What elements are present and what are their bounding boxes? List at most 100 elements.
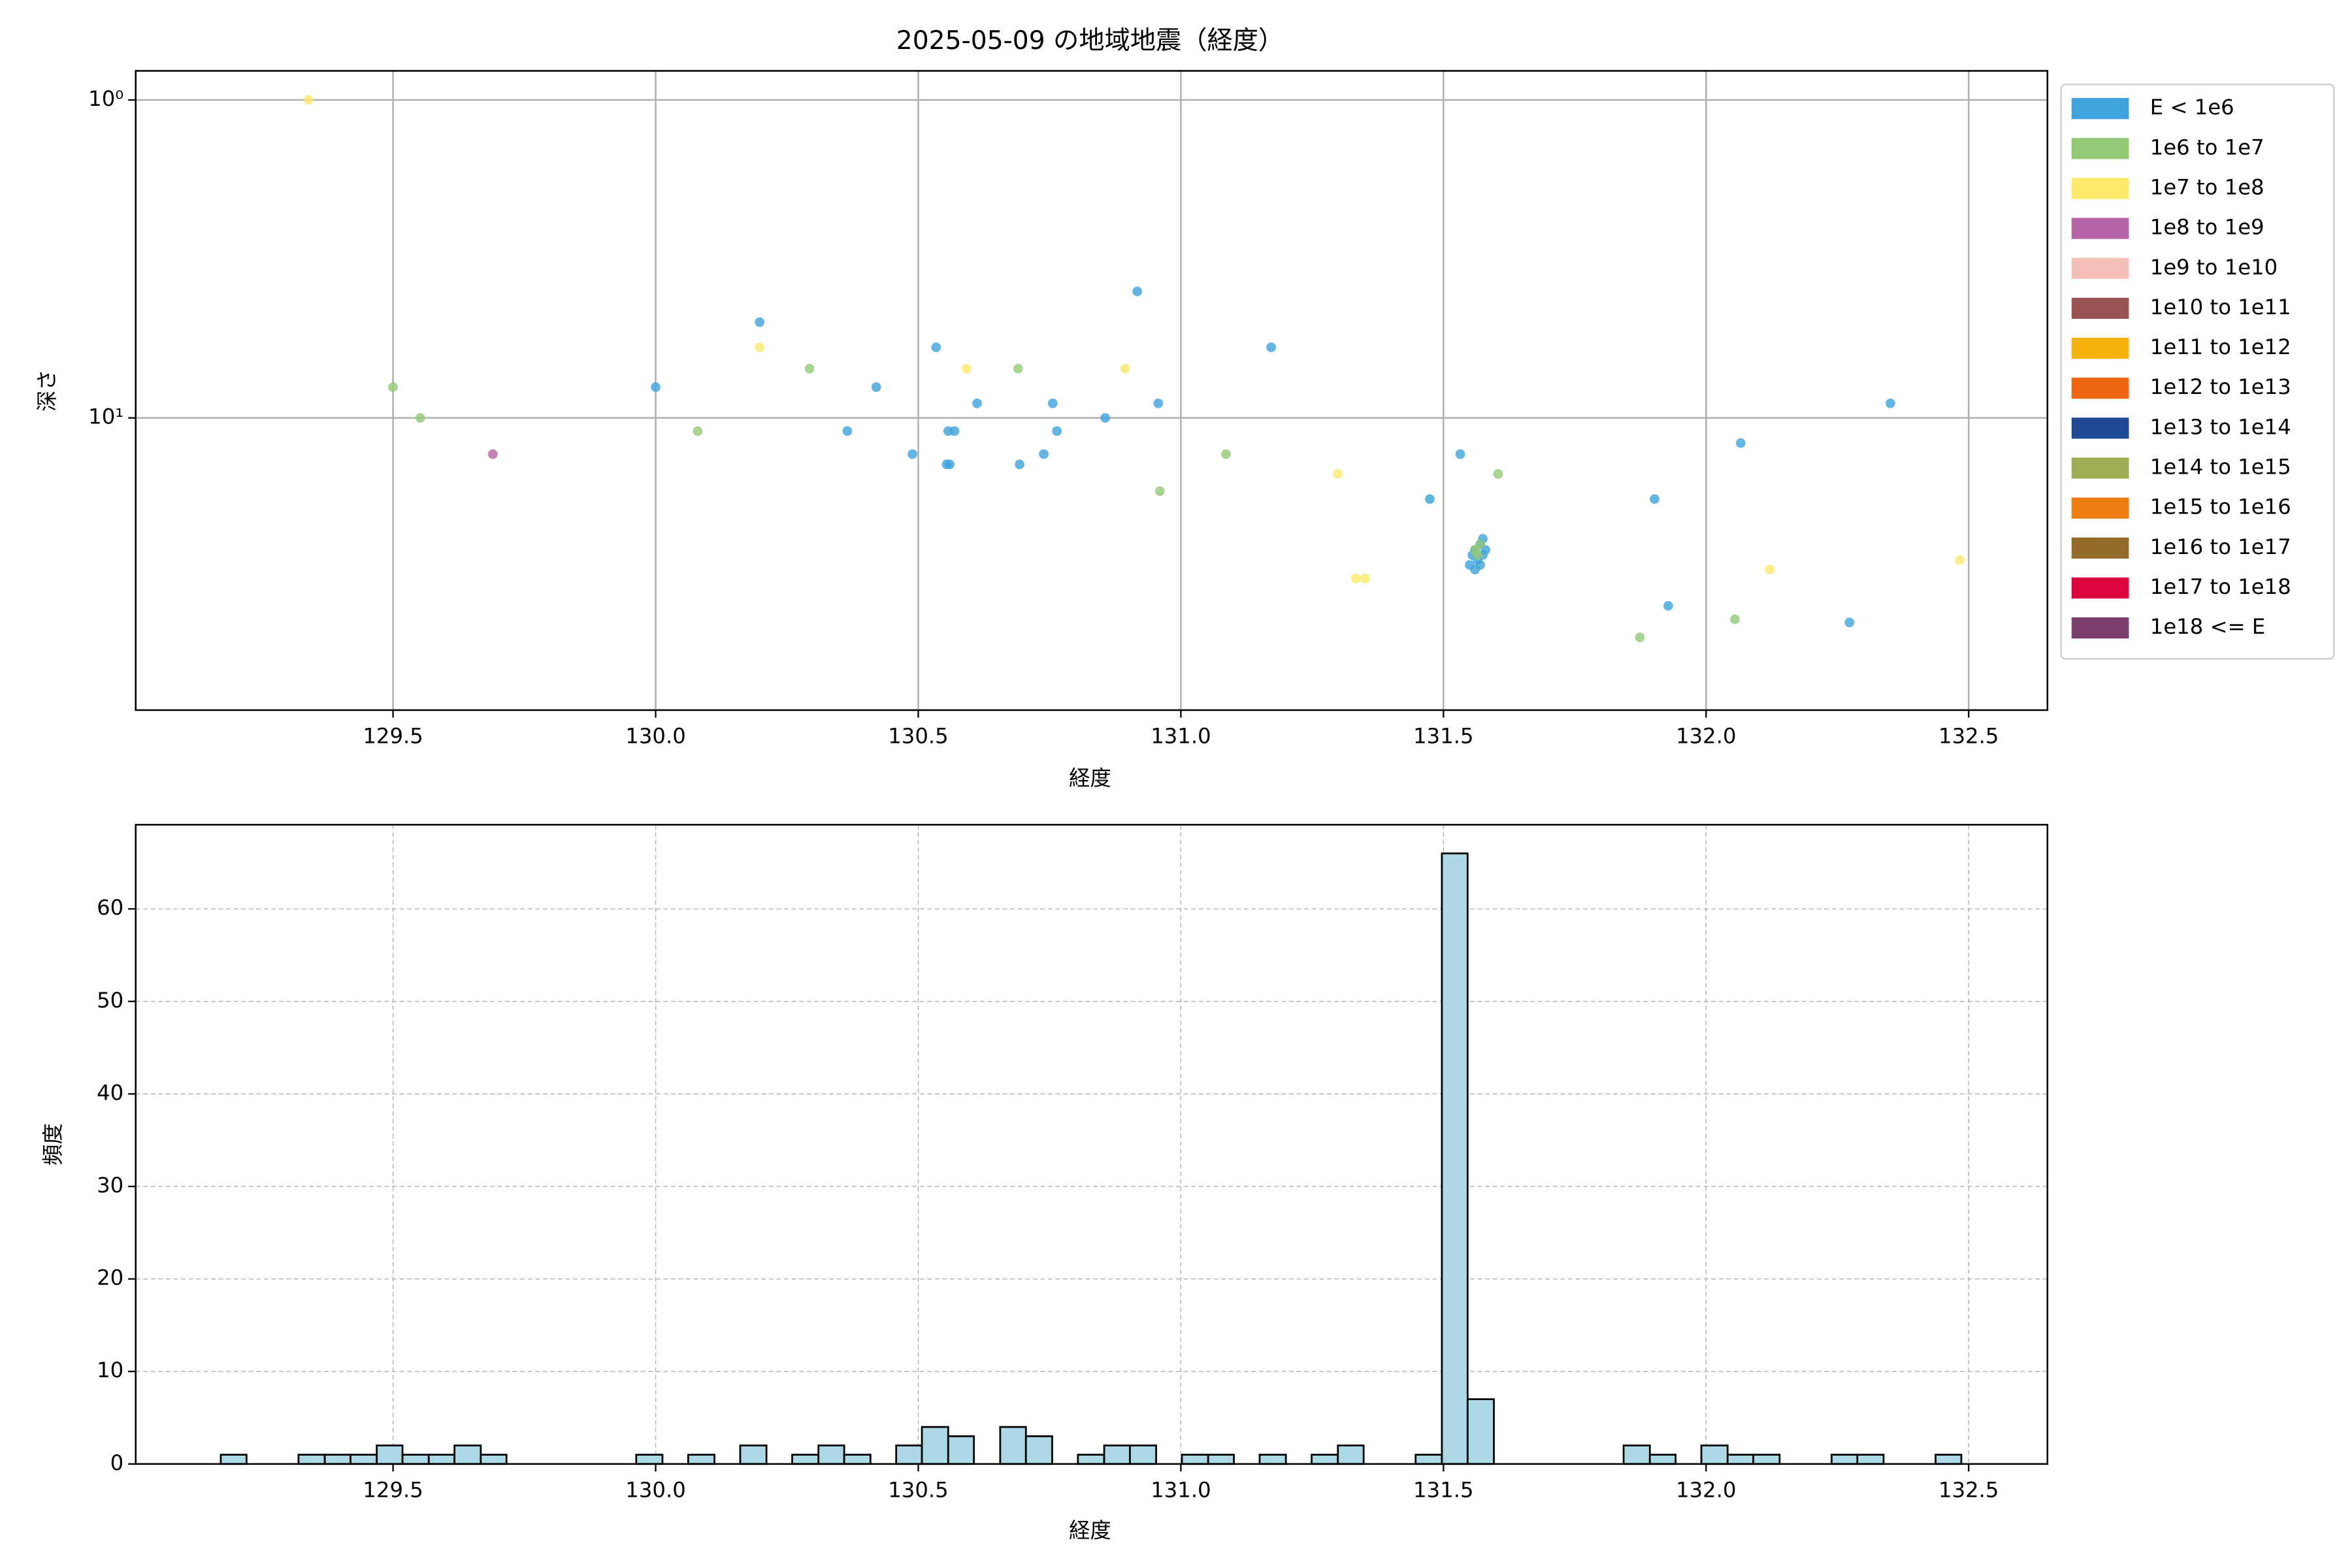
x-tick-label: 131.5: [1413, 1477, 1473, 1502]
legend-label: 1e6 to 1e7: [2150, 135, 2264, 159]
point: [1266, 342, 1277, 353]
legend-swatch: [2071, 417, 2129, 439]
y-tick-label: 10¹: [88, 404, 123, 429]
x-tick-label: 132.0: [1676, 723, 1736, 748]
y-tick-label: 60: [97, 895, 123, 920]
point: [1425, 494, 1435, 504]
bar: [1311, 1454, 1339, 1465]
point: [1955, 555, 1965, 565]
legend-label: 1e10 to 1e11: [2150, 295, 2291, 319]
x-axis-label: 経度: [1069, 766, 1111, 791]
point: [1015, 459, 1025, 470]
plot-frame: [135, 70, 2049, 711]
bar: [1622, 1445, 1651, 1465]
bar: [999, 1426, 1027, 1465]
bar: [1648, 1454, 1677, 1465]
legend-frame: [2060, 84, 2335, 660]
bar: [1726, 1454, 1755, 1465]
point: [651, 382, 661, 392]
bar: [921, 1426, 949, 1465]
point: [487, 449, 498, 459]
legend-label: 1e13 to 1e14: [2150, 414, 2291, 439]
bar: [791, 1454, 820, 1465]
y-tick-label: 0: [110, 1450, 124, 1475]
plot-frame: [135, 824, 2049, 1465]
x-tick-label: 130.5: [888, 723, 948, 748]
legend-swatch: [2071, 378, 2129, 399]
point: [1039, 449, 1049, 459]
legend-swatch: [2071, 257, 2129, 279]
bar: [1103, 1445, 1131, 1465]
bar: [350, 1454, 378, 1465]
legend-swatch: [2071, 218, 2129, 239]
point: [1132, 286, 1143, 297]
bar: [376, 1445, 404, 1465]
point: [871, 382, 881, 392]
bar: [739, 1445, 768, 1465]
point: [1475, 539, 1486, 549]
x-tick-label: 132.0: [1676, 1477, 1736, 1502]
point: [1473, 550, 1483, 560]
bar: [323, 1454, 351, 1465]
legend-label: 1e11 to 1e12: [2150, 335, 2291, 359]
legend-swatch: [2071, 138, 2129, 159]
bar: [817, 1445, 845, 1465]
legend-swatch: [2071, 297, 2129, 319]
y-tick-label: 40: [97, 1080, 123, 1105]
bar: [1752, 1454, 1781, 1465]
y-tick-label: 30: [97, 1173, 123, 1198]
point: [755, 317, 765, 327]
point: [1154, 486, 1165, 497]
bar: [947, 1435, 975, 1465]
legend: E < 1e6 1e6 to 1e7 1e7 to 1e8 1e8 to 1e9 1e9…: [2060, 84, 2335, 660]
point: [755, 342, 765, 353]
x-tick-label: 131.0: [1151, 1477, 1211, 1502]
x-tick-label: 132.5: [1938, 723, 1999, 748]
point: [945, 459, 955, 470]
bar: [1441, 852, 1469, 1465]
point: [1886, 398, 1895, 408]
point: [1350, 574, 1361, 583]
bar: [895, 1445, 923, 1465]
y-axis-label: 深さ: [35, 369, 59, 412]
bar: [1258, 1454, 1287, 1465]
point: [1221, 449, 1231, 459]
point: [1153, 398, 1164, 408]
x-tick-label: 131.0: [1151, 723, 1211, 748]
legend-swatch: [2071, 577, 2129, 599]
y-tick-label: 10⁰: [88, 86, 123, 111]
point: [1844, 617, 1855, 628]
x-tick-label: 131.5: [1413, 723, 1473, 748]
point: [416, 413, 425, 423]
bar: [297, 1454, 326, 1465]
legend-label: 1e8 to 1e9: [2150, 215, 2264, 240]
bar: [1856, 1454, 1885, 1465]
bar: [453, 1445, 482, 1465]
point: [1360, 574, 1370, 583]
bar: [1414, 1454, 1443, 1465]
bar: [220, 1454, 248, 1465]
y-tick-label: 50: [97, 988, 123, 1013]
point: [804, 363, 815, 374]
bar: [480, 1454, 508, 1465]
legend-label: 1e7 to 1e8: [2150, 174, 2264, 199]
x-tick-label: 129.5: [363, 1477, 423, 1502]
bar: [401, 1454, 430, 1465]
legend-label: 1e16 to 1e17: [2150, 534, 2291, 559]
x-axis-label: 経度: [1069, 1518, 1111, 1543]
bar: [1024, 1435, 1053, 1465]
point: [693, 426, 703, 436]
point: [907, 449, 918, 459]
legend-swatch: [2071, 337, 2129, 359]
point: [972, 398, 982, 408]
point: [962, 363, 972, 374]
point: [1663, 600, 1673, 611]
bar: [427, 1454, 456, 1465]
bar: [1831, 1454, 1859, 1465]
legend-label: 1e15 to 1e16: [2150, 495, 2291, 519]
y-tick-label: 10: [97, 1358, 123, 1382]
legend-swatch: [2071, 617, 2129, 639]
legend-swatch: [2071, 497, 2129, 519]
y-tick-label: 20: [97, 1266, 123, 1290]
